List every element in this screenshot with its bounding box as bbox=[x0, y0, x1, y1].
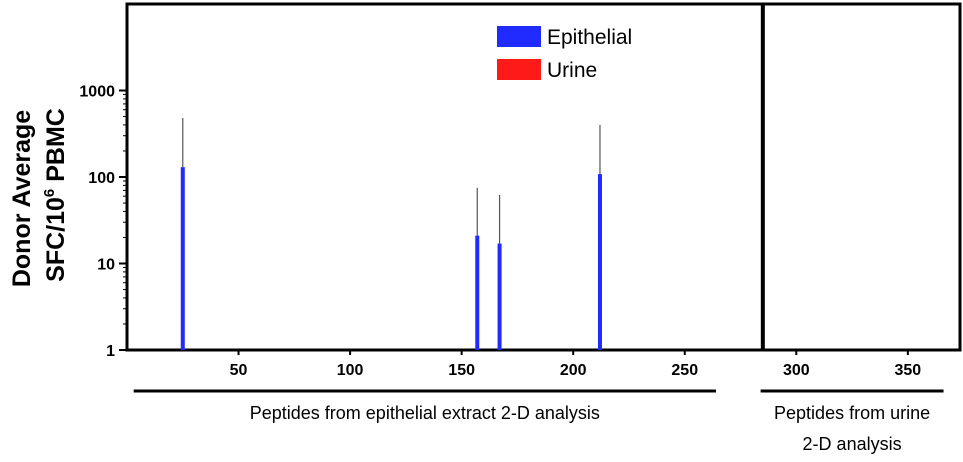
bar bbox=[475, 235, 480, 350]
y-tick-label: 10 bbox=[97, 257, 115, 274]
x-tick-label: 100 bbox=[337, 362, 364, 379]
group-caption: Peptides from epithelial extract 2-D ana… bbox=[250, 403, 600, 423]
group-caption: Peptides from urine bbox=[774, 403, 930, 423]
y-axis-label: Donor Average SFC/106 PBMC bbox=[8, 103, 70, 287]
x-tick-label: 200 bbox=[560, 362, 587, 379]
y-tick-label: 1000 bbox=[79, 84, 115, 101]
x-tick-label: 50 bbox=[230, 362, 248, 379]
axes: 1 10 100 1000 50 100 150 200 250 300 350 bbox=[79, 84, 921, 380]
bars bbox=[180, 118, 602, 350]
x-tick-label: 300 bbox=[783, 362, 810, 379]
group-captions: Peptides from epithelial extract 2-D ana… bbox=[133, 389, 944, 454]
y-axis-label-line2: SFC/106 PBMC bbox=[41, 108, 70, 282]
legend-swatch bbox=[497, 59, 541, 80]
bar bbox=[497, 243, 502, 350]
bar bbox=[180, 167, 185, 350]
plot-area bbox=[125, 2, 962, 352]
legend-label: Epithelial bbox=[547, 26, 632, 49]
x-tick-label: 150 bbox=[448, 362, 475, 379]
x-tick-label: 350 bbox=[894, 362, 921, 379]
x-tick-label: 250 bbox=[671, 362, 698, 379]
y-axis-label-superscript: 6 bbox=[41, 189, 58, 197]
group-caption: 2-D analysis bbox=[803, 434, 902, 454]
y-axis-label-line1: Donor Average bbox=[8, 110, 36, 287]
plot-frame bbox=[125, 2, 962, 352]
y-tick-label: 1 bbox=[106, 343, 115, 360]
y-tick-label: 100 bbox=[88, 170, 115, 187]
bar bbox=[597, 174, 602, 350]
legend-swatch bbox=[497, 26, 541, 47]
legend: Epithelial Urine bbox=[497, 26, 632, 82]
legend-label: Urine bbox=[547, 59, 597, 82]
